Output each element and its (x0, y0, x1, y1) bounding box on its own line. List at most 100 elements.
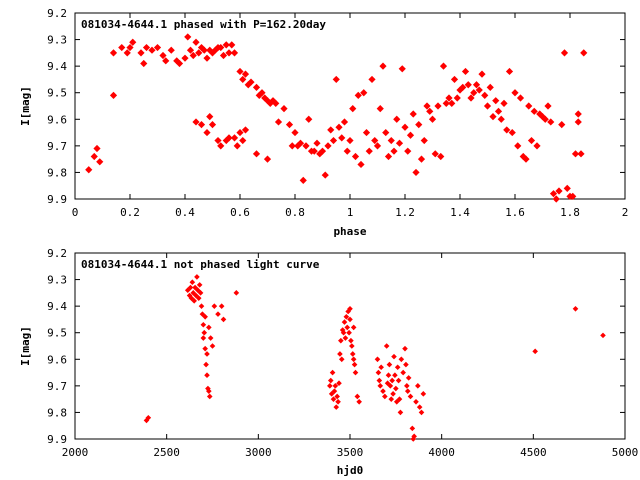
phased-data-point (225, 49, 233, 57)
unphased-data-point (380, 388, 386, 394)
phased-data-point (494, 107, 503, 115)
phased-data-point (384, 152, 393, 161)
phased-data-point (558, 121, 566, 129)
phased-data-point (335, 123, 343, 131)
unphased-x-tick-label: 4000 (428, 446, 455, 459)
unphased-data-point (347, 306, 353, 312)
phased-data-point (349, 105, 357, 113)
phased-data-point (544, 102, 552, 110)
unphased-data-point (337, 351, 343, 357)
phased-data-point (525, 102, 533, 110)
phased-x-ticks: 0 0.2 0.4 0.6 0.8 1 1.2 1.4 1.6 1.8 2 (72, 13, 628, 219)
unphased-data-point (197, 290, 204, 296)
unphased-data-point (206, 393, 213, 400)
phased-data-point (247, 78, 255, 86)
phased-data-point (437, 152, 445, 161)
phased-data-point (280, 105, 288, 113)
phased-data-point (497, 115, 505, 123)
unphased-data-point (184, 287, 191, 293)
phased-data-point (439, 62, 448, 70)
unphased-data-point (192, 284, 198, 291)
phased-data-point (126, 43, 134, 52)
unphased-data-point (398, 356, 405, 363)
phased-data-point (192, 38, 200, 46)
unphased-x-tick-label: 5000 (612, 446, 639, 459)
phased-data-point (483, 102, 492, 110)
unphased-data-point (354, 393, 361, 400)
phased-data-point (343, 147, 351, 155)
phased-data-point (241, 126, 250, 134)
phased-data-point (481, 91, 489, 99)
phased-data-point (530, 107, 538, 115)
phased-data-point (208, 49, 217, 57)
phased-data-point (211, 46, 219, 54)
phased-data-point (423, 102, 431, 110)
unphased-data-point (233, 290, 240, 296)
phased-data-point (560, 49, 569, 57)
unphased-data-point (188, 295, 195, 301)
unphased-data-point (349, 343, 355, 349)
unphased-data-point (386, 361, 393, 368)
unphased-data-point (215, 311, 221, 317)
phased-data-point (329, 136, 338, 145)
unphased-data-point (383, 343, 390, 349)
phased-data-point (299, 176, 307, 184)
phased-plot-frame (74, 12, 626, 200)
unphased-data-point (201, 329, 208, 336)
phased-data-point (552, 195, 560, 203)
phased-data-point (522, 155, 530, 163)
phased-data-point (538, 113, 547, 121)
unphased-y-tick-label: 9.7 (47, 380, 67, 393)
phased-data-point (390, 147, 398, 155)
phased-data-point (225, 134, 233, 142)
phased-data-point (450, 75, 459, 84)
phased-chart-title: 081034-4644.1 phased with P=162.20day (81, 18, 326, 31)
phased-data-point (137, 49, 145, 57)
unphased-data-points (143, 274, 606, 442)
phased-data-point (96, 158, 104, 166)
phased-data-point (195, 49, 203, 57)
phased-data-point (230, 134, 239, 142)
phased-data-point (129, 38, 137, 46)
phased-data-point (398, 65, 406, 73)
phased-data-point (321, 171, 329, 179)
phased-data-point (230, 49, 239, 57)
unphased-data-point (418, 409, 425, 416)
phased-data-point (346, 136, 354, 145)
phased-data-point (395, 139, 404, 147)
phased-y-tick-label: 9.7 (47, 140, 67, 153)
phased-data-point (263, 155, 272, 163)
phased-data-point (492, 97, 500, 105)
phased-data-point (569, 192, 577, 200)
phased-data-point (222, 41, 230, 49)
phased-data-point (426, 107, 434, 115)
phased-data-point (571, 150, 580, 158)
phased-data-point (291, 128, 299, 137)
unphased-data-point (336, 380, 342, 386)
unphased-data-point (396, 396, 403, 402)
phased-data-point (580, 49, 588, 57)
phased-data-point (236, 67, 244, 76)
phased-data-point (428, 115, 437, 123)
unphased-data-point (332, 383, 339, 389)
phased-data-point (142, 43, 151, 52)
phased-data-point (371, 136, 379, 145)
phased-x-axis-label: phase (333, 225, 366, 238)
unphased-data-point (420, 391, 427, 397)
unphased-data-point (191, 298, 197, 304)
phased-data-point (241, 70, 250, 78)
unphased-data-point (392, 372, 398, 379)
unphased-data-point (207, 335, 214, 341)
phased-data-point (547, 118, 555, 126)
unphased-data-point (403, 361, 409, 368)
unphased-data-point (415, 383, 421, 389)
phased-data-point (434, 102, 442, 110)
phased-data-point (459, 83, 467, 91)
unphased-x-axis-label: hjd0 (337, 464, 364, 477)
phased-data-point (511, 89, 519, 97)
phased-data-point (302, 142, 310, 150)
unphased-data-point (391, 353, 397, 360)
phased-data-point (239, 136, 247, 145)
unphased-data-point (377, 383, 384, 389)
